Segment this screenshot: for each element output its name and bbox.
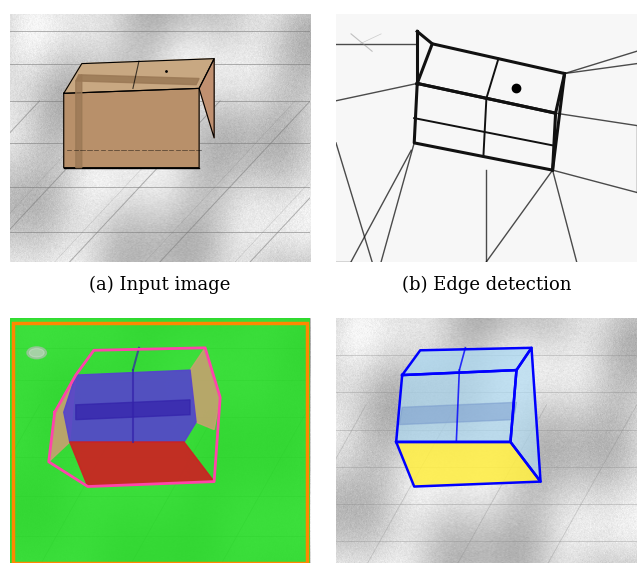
Polygon shape bbox=[396, 442, 541, 486]
Polygon shape bbox=[399, 403, 516, 425]
Text: (a) Input image: (a) Input image bbox=[90, 276, 230, 294]
Polygon shape bbox=[511, 348, 541, 481]
Polygon shape bbox=[396, 370, 516, 442]
Polygon shape bbox=[64, 59, 214, 93]
Polygon shape bbox=[76, 75, 199, 84]
Polygon shape bbox=[199, 59, 214, 138]
Polygon shape bbox=[49, 375, 76, 462]
Polygon shape bbox=[76, 400, 190, 419]
Polygon shape bbox=[64, 88, 199, 168]
Polygon shape bbox=[76, 75, 82, 168]
Text: (b) Edge detection: (b) Edge detection bbox=[402, 276, 571, 294]
Polygon shape bbox=[70, 442, 214, 486]
Polygon shape bbox=[190, 348, 220, 430]
Ellipse shape bbox=[27, 347, 47, 359]
Polygon shape bbox=[64, 370, 196, 442]
Polygon shape bbox=[402, 348, 531, 375]
Ellipse shape bbox=[29, 348, 44, 357]
